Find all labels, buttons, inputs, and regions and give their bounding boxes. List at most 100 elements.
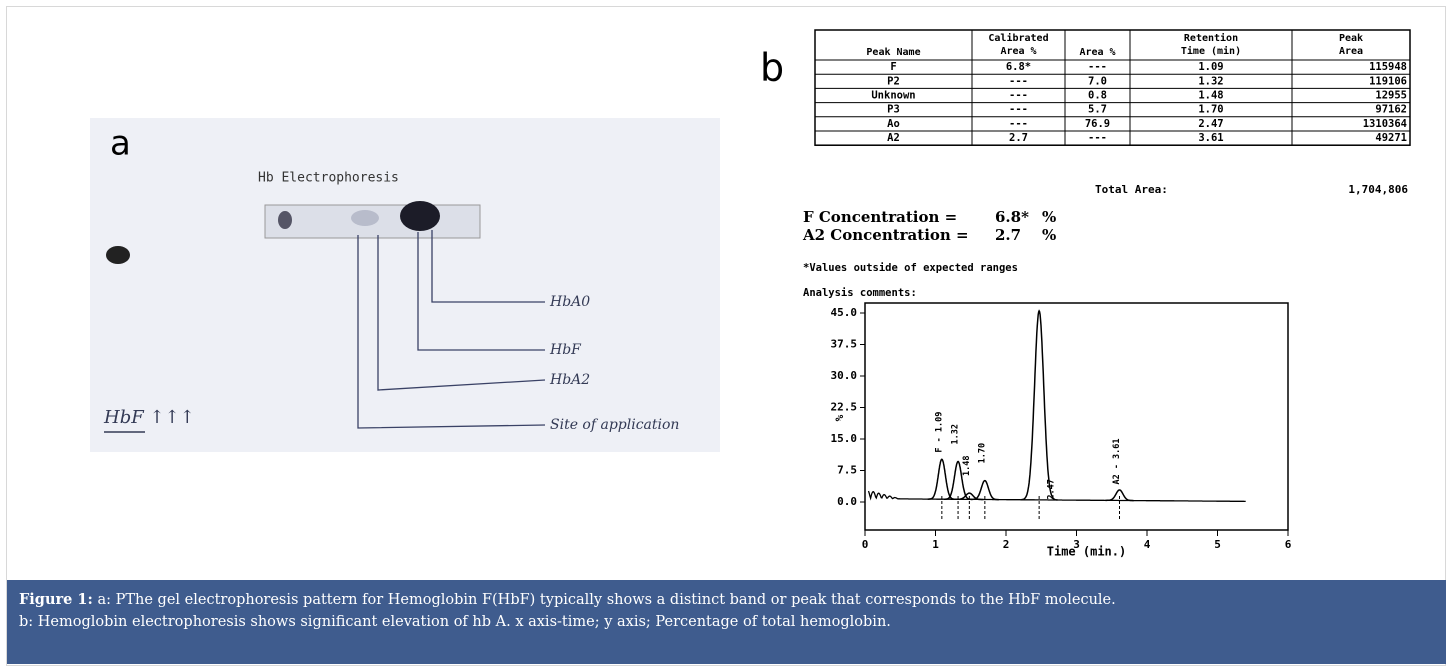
x-tick-label: 6: [1285, 538, 1292, 551]
table-cell: ---: [1088, 132, 1107, 144]
x-tick-label: 0: [862, 538, 869, 551]
footnote: *Values outside of expected ranges: [803, 262, 1018, 274]
peak: [1020, 309, 1058, 501]
band-label: HbF: [549, 342, 582, 358]
conc-value: 6.8*: [995, 208, 1029, 226]
x-tick-label: 4: [1144, 538, 1151, 551]
peak-label: 1.70: [977, 443, 987, 463]
peak-label: F - 1.09: [934, 412, 944, 453]
table-cell: Ao: [887, 118, 900, 130]
peak-label: A2 - 3.61: [1112, 438, 1122, 484]
y-axis-label: %: [833, 414, 846, 421]
table-cell: 97162: [1375, 104, 1407, 116]
peak-label: 2.47: [1047, 479, 1057, 499]
total-area-label: Total Area:: [1095, 183, 1168, 196]
x-axis-label: Time (min.): [1047, 545, 1126, 559]
table-cell: 115948: [1369, 61, 1407, 73]
peak-label: 1.32: [951, 424, 961, 444]
table-cell: A2: [887, 132, 900, 144]
table-cell: F: [890, 61, 896, 73]
peak: [970, 479, 999, 501]
plot-frame: [864, 302, 1289, 531]
table-cell: 1.70: [1198, 104, 1223, 116]
y-tick-label: 30.0: [831, 369, 858, 382]
table-cell: ---: [1009, 75, 1028, 87]
table-header: Peak: [1339, 33, 1363, 44]
result-table: Peak Name Calibrated Area % Area % Retention…: [814, 29, 1411, 146]
table-cell: 1.32: [1198, 75, 1223, 87]
table-cell: 3.61: [1198, 132, 1223, 144]
table-cell: 2.7: [1009, 132, 1028, 144]
table-cell: 119106: [1369, 75, 1407, 87]
table-header: Area %: [1079, 47, 1115, 58]
table-header: Area: [1339, 46, 1363, 57]
table-header: Calibrated: [988, 32, 1048, 44]
comments: Analysis comments:: [803, 287, 917, 299]
table-cell: P3: [887, 104, 900, 116]
caption-label: Figure 1:: [19, 591, 93, 608]
gel-title: Hb Electrophoresis: [258, 171, 399, 186]
table-cell: 6.8*: [1006, 61, 1031, 73]
table-cell: 5.7: [1088, 104, 1107, 116]
conc-label: A2 Concentration =: [802, 226, 969, 244]
band-spot: [278, 211, 292, 229]
table-cell: Unknown: [871, 90, 915, 102]
y-tick-label: 15.0: [831, 432, 858, 445]
band-spot: [351, 210, 379, 226]
table-cell: 76.9: [1085, 118, 1110, 130]
hbf-note: HbF ↑↑↑: [103, 407, 195, 428]
table-cell: ---: [1009, 118, 1028, 130]
table-cell: ---: [1088, 61, 1107, 73]
table-cell: 12955: [1375, 90, 1407, 102]
peak-label: 1.48: [962, 455, 972, 475]
table-cell: 49271: [1375, 132, 1407, 144]
table-header: Time (min): [1181, 45, 1241, 57]
peak: [927, 458, 956, 501]
conc-value: 2.7: [995, 226, 1021, 244]
table-cell: ---: [1009, 104, 1028, 116]
ink-blot: [106, 246, 130, 264]
caption: Figure 1: a: PThe gel electrophoresis pa…: [7, 580, 1446, 664]
band-label: Site of application: [550, 417, 679, 433]
figure-frame: [6, 6, 1446, 666]
peak: [955, 492, 984, 501]
y-tick-label: 7.5: [837, 464, 857, 477]
concentrations: F Concentration = 6.8* % A2 Concentration =…: [802, 208, 1056, 244]
table-cell: 1.09: [1198, 61, 1223, 73]
x-tick-label: 1: [932, 538, 939, 551]
annotation-lines: [357, 230, 546, 429]
y-tick-label: 37.5: [831, 338, 858, 351]
table-header: Area %: [1000, 46, 1036, 57]
panel-label: b: [760, 46, 784, 90]
conc-unit: %: [1042, 208, 1056, 226]
total-area-value: 1,704,806: [1348, 183, 1408, 196]
caption-text: b: Hemoglobin electrophoresis shows sign…: [19, 614, 891, 630]
table-cell: 0.8: [1088, 90, 1107, 102]
x-tick-label: 5: [1214, 538, 1221, 551]
y-tick-label: 45.0: [831, 306, 858, 319]
peak: [944, 460, 973, 501]
panel-label: a: [110, 124, 131, 164]
conc-unit: %: [1042, 226, 1056, 244]
table-cell: P2: [887, 75, 900, 87]
table-cell: 2.47: [1198, 118, 1223, 130]
band-label: HbA0: [549, 294, 590, 310]
band-spot: [400, 201, 440, 231]
chromatogram: 0.0 7.5 15.0 22.5 30.0 37.5 45.0 0 1 2 3 4 5 6 Time (m…: [831, 302, 1292, 559]
table-cell: 7.0: [1088, 75, 1107, 87]
y-tick-label: 0.0: [837, 495, 857, 508]
figure: a Hb Electrophoresis HbA0 HbF HbA2 Site …: [90, 29, 1411, 559]
caption-line: b: Hemoglobin electrophoresis shows sign…: [19, 611, 1434, 633]
x-tick-label: 3: [1073, 538, 1080, 551]
gel-photo: [90, 118, 720, 452]
x-tick-label: 2: [1003, 538, 1010, 551]
band-label: HbA2: [549, 372, 590, 388]
table-cell: 1.48: [1198, 90, 1223, 102]
table-cell: ---: [1009, 90, 1028, 102]
table-header: Peak Name: [866, 47, 920, 58]
conc-label: F Concentration =: [803, 208, 957, 226]
peak: [1105, 489, 1134, 502]
gel-strip: [264, 204, 481, 239]
table-cell: 1310364: [1363, 118, 1407, 130]
